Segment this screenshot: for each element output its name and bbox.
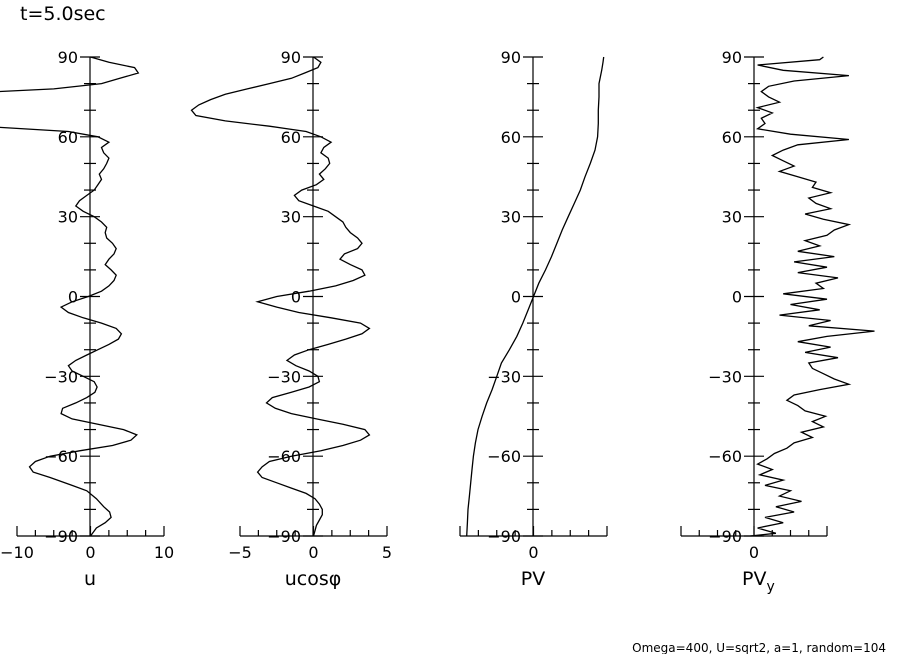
x-tick-label-PVy: 0 [749,543,759,562]
y-tick-label-PV: −30 [487,367,521,386]
x-tick-label-ucos: 0 [308,543,318,562]
y-tick-label-PVy: 90 [722,48,742,67]
x-tick-label-u: 10 [154,543,174,562]
y-tick-label-u: −30 [44,367,78,386]
y-tick-label-u: 90 [58,48,78,67]
y-tick-label-ucos: 60 [281,128,301,147]
y-tick-label-ucos: −30 [267,367,301,386]
x-tick-label-PV: 0 [528,543,538,562]
x-axis-label-u: u [84,568,96,590]
y-tick-label-u: −60 [44,447,78,466]
panel-PV: −90 −60 −30 0 30 60 90 0 PV [459,48,608,590]
y-tick-label-PV: −60 [487,447,521,466]
panel-ucos: −90 −60 −30 0 30 60 90 −5 0 5 ucosφ [190,48,392,590]
y-tick-label-PV: −90 [487,527,521,546]
parameter-footer: Omega=400, U=sqrt2, a=1, random=104 [632,641,886,654]
x-tick-label-u: −10 [0,543,34,562]
y-tick-label-PV: 30 [501,208,521,227]
y-tick-label-ucos: 0 [291,288,301,307]
y-tick-label-PVy: 0 [732,288,742,307]
y-tick-label-u: 0 [68,288,78,307]
x-tick-label-u: 0 [85,543,95,562]
y-tick-label-PVy: −60 [708,447,742,466]
x-tick-label-ucos: 5 [382,543,392,562]
figure-title: t=5.0sec [20,3,106,25]
x-axis-label-ucos: ucosφ [285,568,342,590]
y-tick-label-u: −90 [44,527,78,546]
y-tick-label-PVy: 60 [722,128,742,147]
x-axis-label-PV: PV [521,568,545,590]
y-tick-label-PVy: 30 [722,208,742,227]
y-tick-label-PV: 90 [501,48,521,67]
y-tick-label-PVy: −90 [708,527,742,546]
y-tick-label-u: 30 [58,208,78,227]
y-tick-label-ucos: 90 [281,48,301,67]
y-tick-label-ucos: 30 [281,208,301,227]
y-tick-label-ucos: −90 [267,527,301,546]
series-line-ucos [190,56,371,537]
series-line-PVy [750,56,875,537]
x-tick-label-ucos: −5 [228,543,252,562]
series-line-u [0,56,140,537]
series-line-PV [466,56,605,537]
y-tick-label-ucos: −60 [267,447,301,466]
y-tick-label-PV: 60 [501,128,521,147]
x-axis-label-PVy: PVy [742,568,775,595]
y-tick-label-PVy: −30 [708,367,742,386]
y-tick-label-PV: 0 [511,288,521,307]
panel-PVy: −90 −60 −30 0 30 60 90 0 PVy [680,48,875,595]
